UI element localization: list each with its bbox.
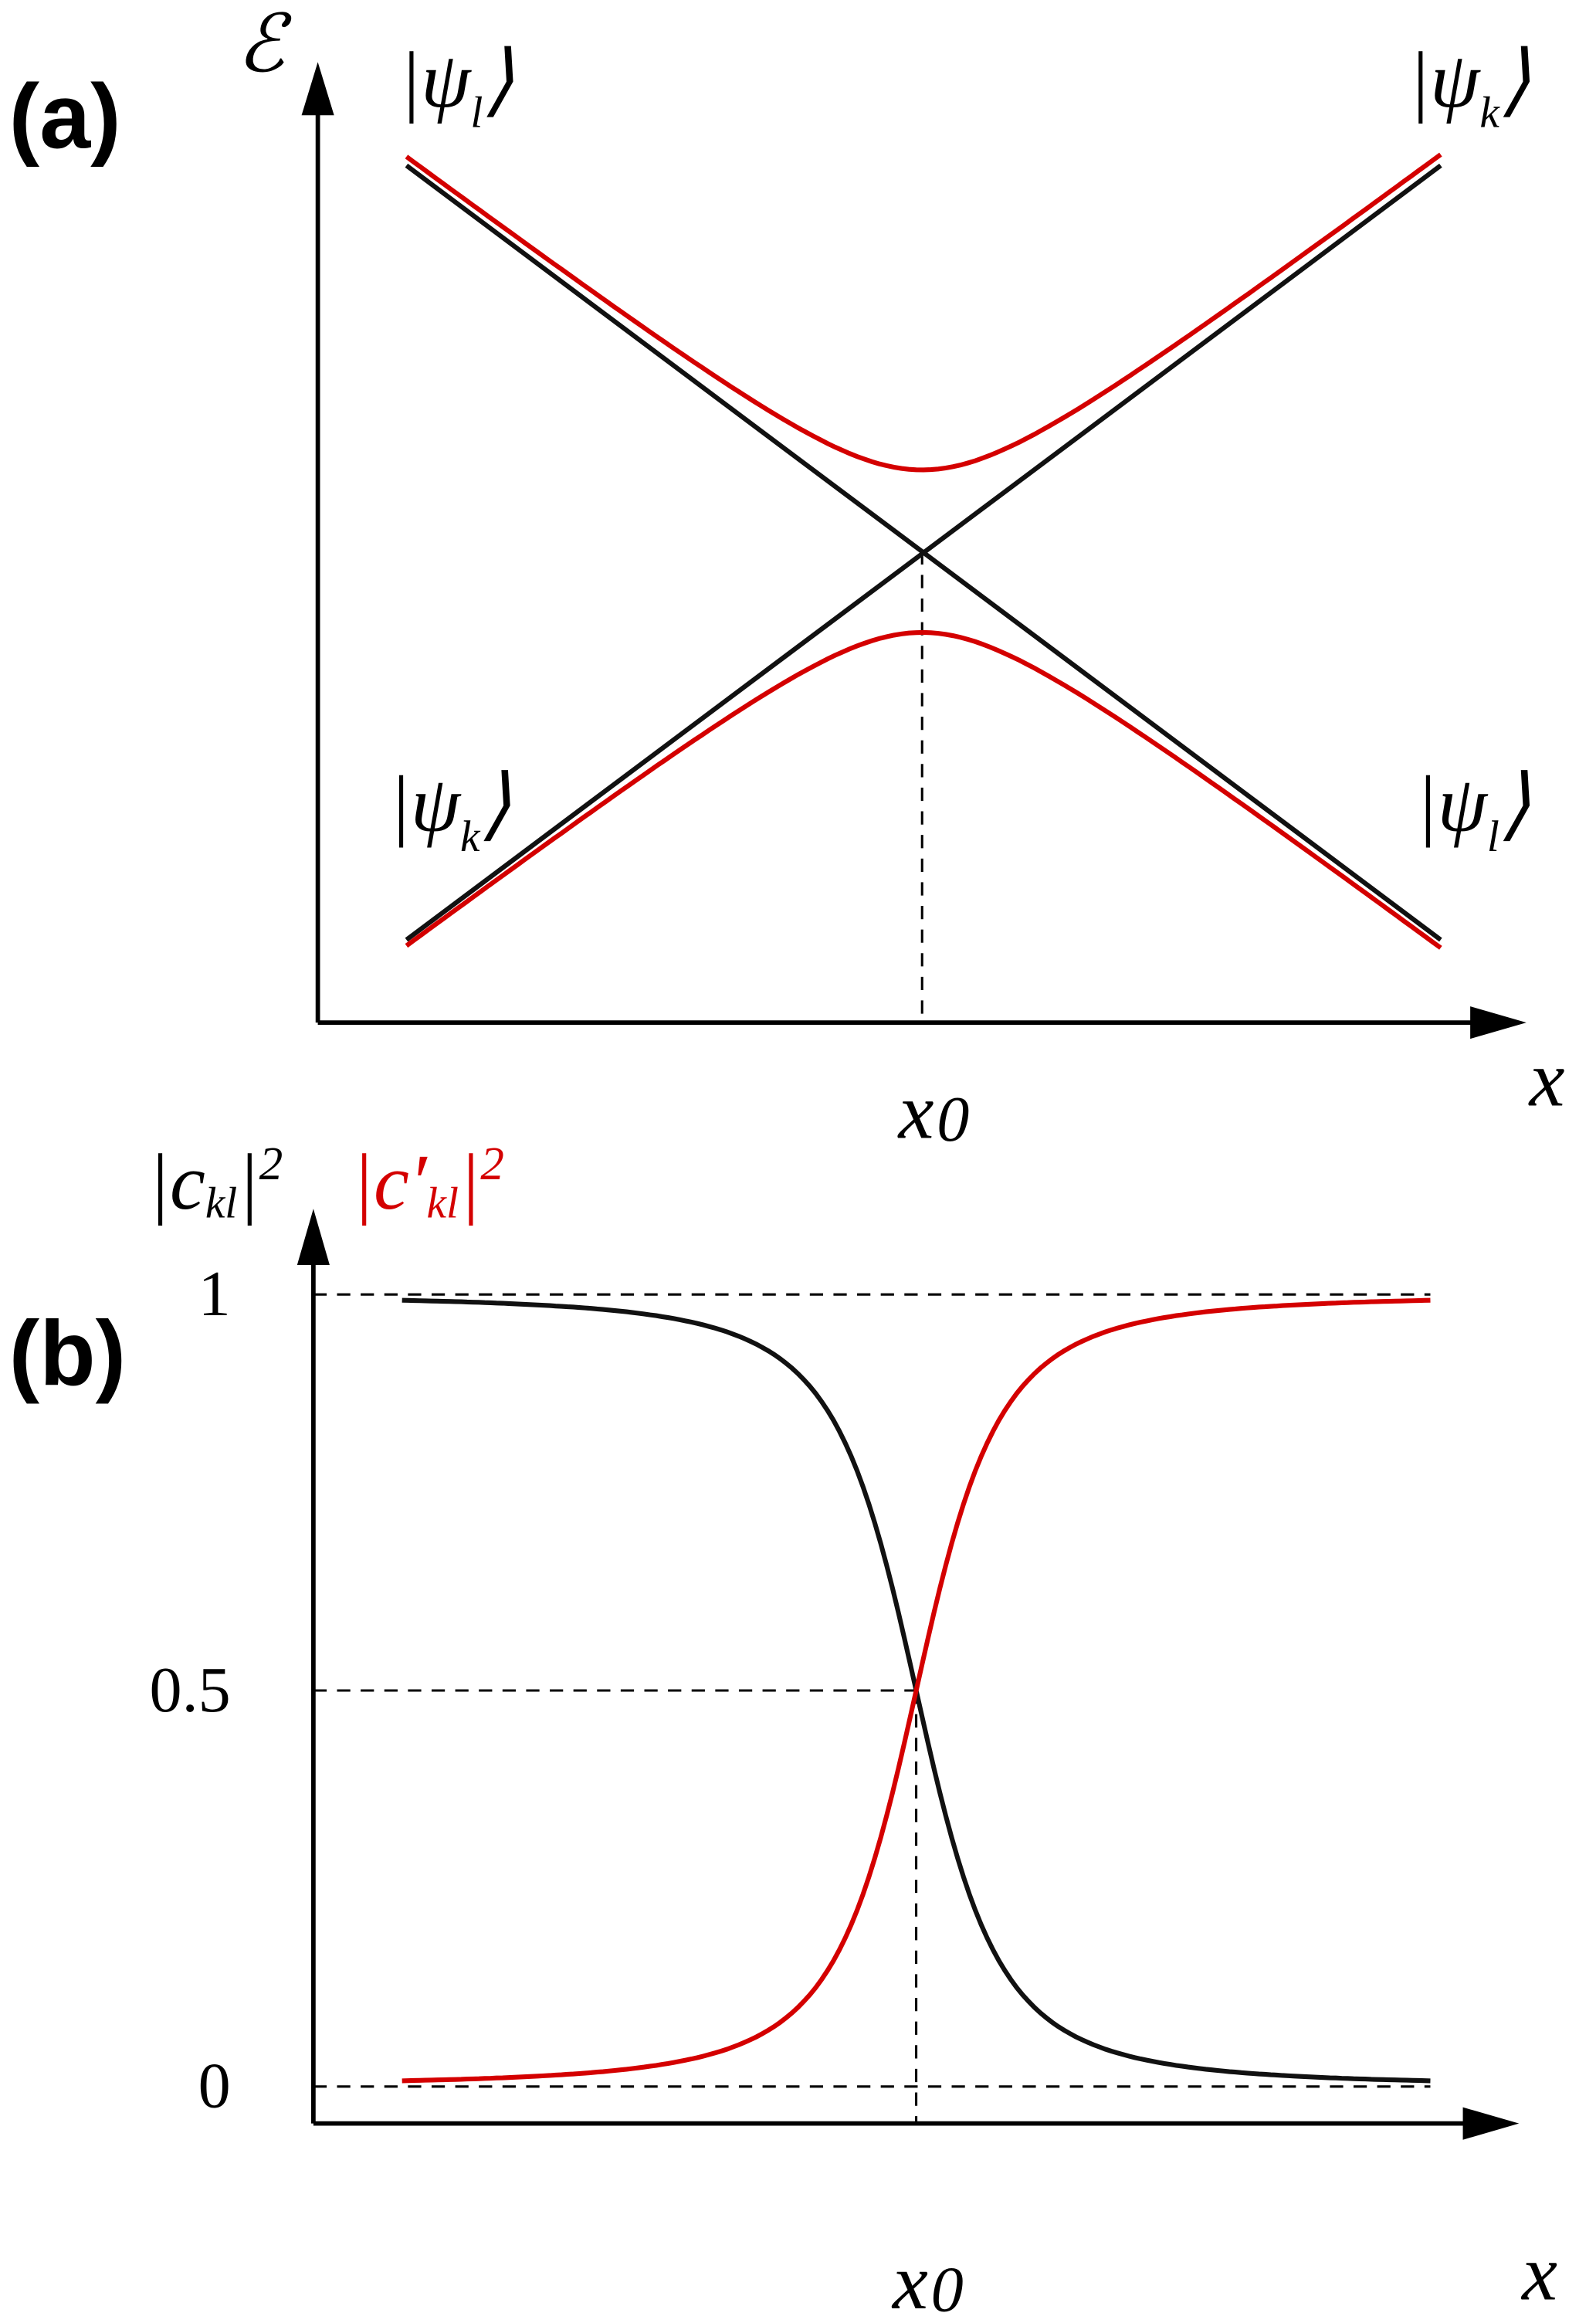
state-main: |ψ	[1408, 36, 1481, 124]
arrow	[301, 62, 334, 116]
arrow	[1462, 2107, 1520, 2140]
y-axis-label: ℰ	[236, 1, 292, 89]
curves	[405, 152, 1442, 950]
state-main: |ψ	[399, 36, 472, 124]
x-axis-label: x	[1528, 1035, 1565, 1123]
state-close: ⟩	[1499, 36, 1530, 124]
state-label: |ψl⟩	[399, 36, 514, 137]
state-label: |ψl⟩	[1415, 760, 1530, 861]
state-main: |ψ	[388, 760, 461, 848]
y-axis-label: |ckl|2	[148, 1138, 283, 1228]
y-tick-label: 0.5	[149, 1654, 230, 1726]
y-axis-label-red: |c′kl|2	[352, 1138, 504, 1228]
x-axis-label: x	[1520, 2229, 1557, 2317]
arrow	[296, 1209, 330, 1265]
diabatic-line	[405, 163, 1442, 942]
state-label: |ψk⟩	[388, 760, 510, 861]
state-sub: k	[460, 812, 481, 861]
probability-curve	[402, 1297, 1431, 2084]
state-sub: l	[1487, 812, 1499, 861]
curves	[402, 1297, 1431, 2084]
state-close: ⟩	[483, 36, 513, 124]
state-close: ⟩	[480, 760, 511, 848]
state-close: ⟩	[1499, 760, 1530, 848]
y-tick-label: 0	[198, 2050, 231, 2122]
panel-label: (b)	[9, 1303, 126, 1405]
adiabatic-curve	[405, 629, 1442, 950]
state-labels: |ψl⟩ |ψk⟩|ψk⟩ |ψl⟩	[388, 36, 1530, 861]
state-sub: l	[470, 89, 483, 137]
adiabatic-curve	[405, 152, 1442, 473]
x0-label: x0	[897, 1067, 970, 1155]
y-tick-label: 1	[198, 1258, 231, 1330]
x0-label: x0	[891, 2238, 964, 2323]
state-main: |ψ	[1415, 760, 1488, 848]
panel-label: (a)	[9, 66, 121, 168]
state-label: |ψk⟩	[1408, 36, 1530, 137]
ticks: 00.51	[149, 1258, 1431, 2122]
arrow	[1470, 1006, 1527, 1039]
state-sub: k	[1479, 89, 1500, 137]
